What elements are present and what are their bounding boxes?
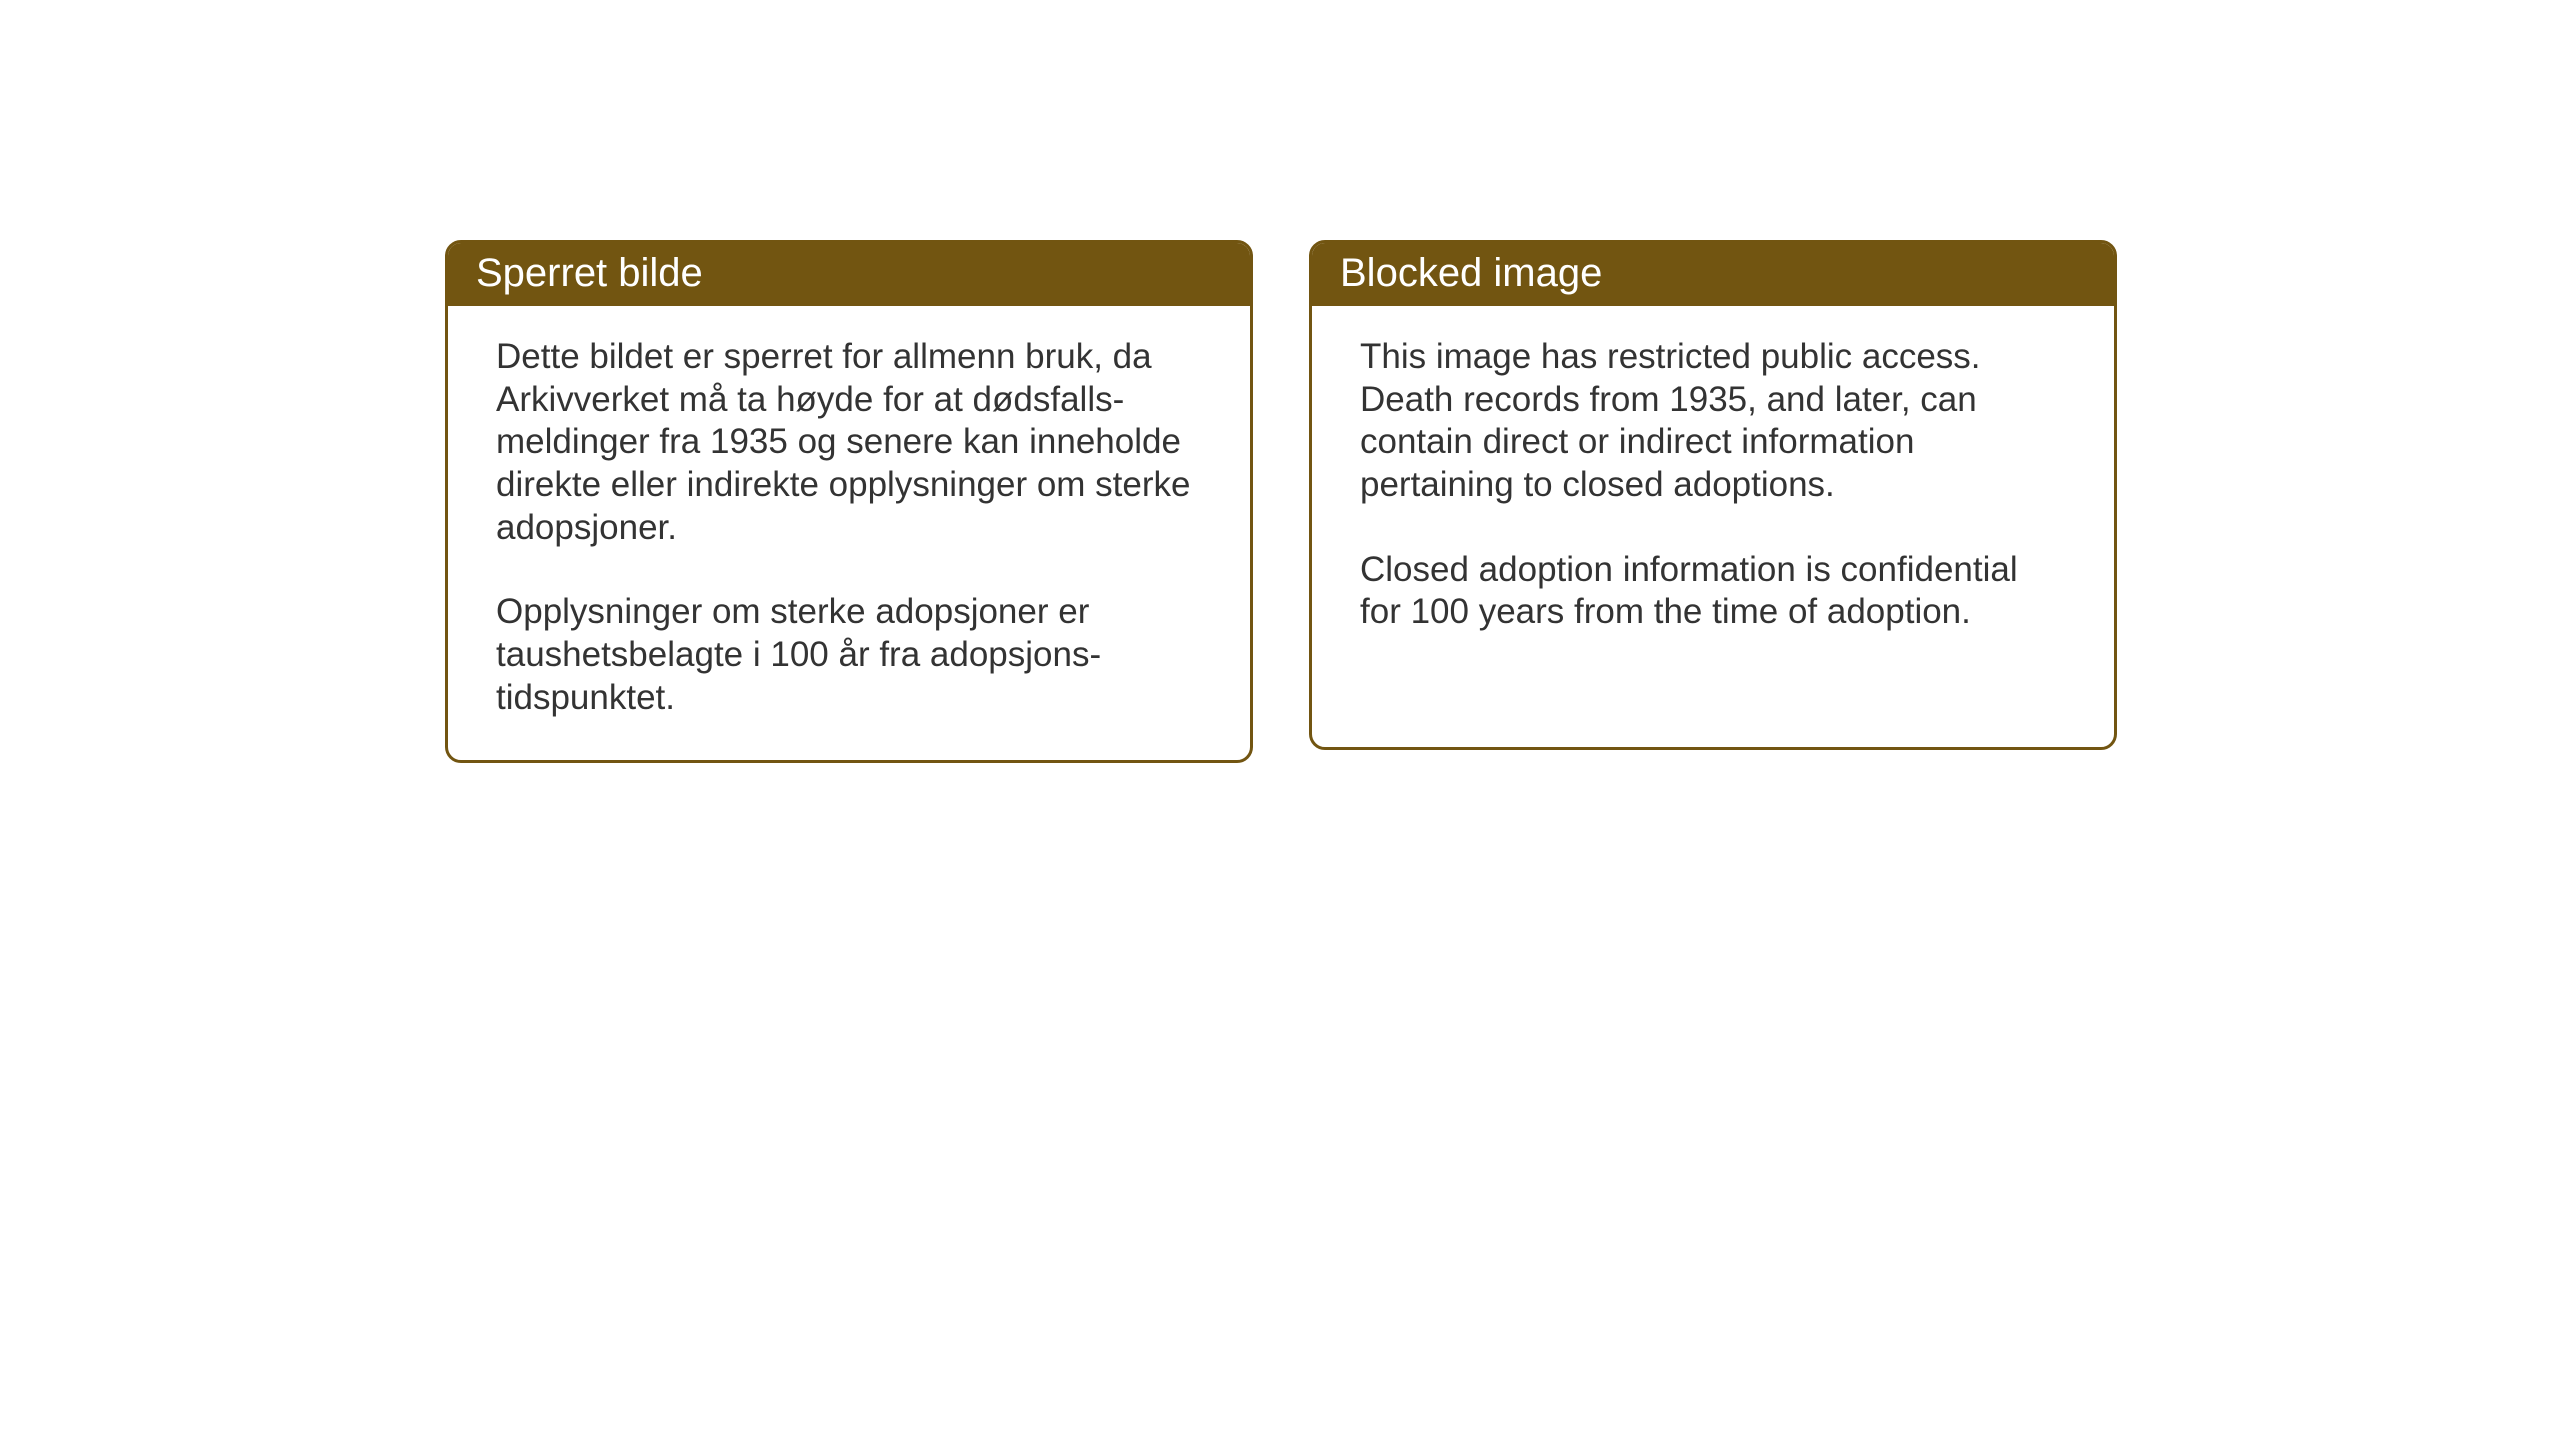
notice-title-norwegian: Sperret bilde bbox=[448, 243, 1250, 306]
notice-card-norwegian: Sperret bilde Dette bildet er sperret fo… bbox=[445, 240, 1253, 763]
notice-title-english: Blocked image bbox=[1312, 243, 2114, 306]
notice-body-norwegian: Dette bildet er sperret for allmenn bruk… bbox=[448, 306, 1250, 760]
notice-body-english: This image has restricted public access.… bbox=[1312, 306, 2114, 674]
notice-paragraph-1: This image has restricted public access.… bbox=[1360, 336, 2066, 507]
notice-paragraph-1: Dette bildet er sperret for allmenn bruk… bbox=[496, 336, 1202, 549]
notice-card-english: Blocked image This image has restricted … bbox=[1309, 240, 2117, 750]
notice-paragraph-2: Opplysninger om sterke adopsjoner er tau… bbox=[496, 591, 1202, 719]
notice-paragraph-2: Closed adoption information is confident… bbox=[1360, 549, 2066, 634]
notice-container: Sperret bilde Dette bildet er sperret fo… bbox=[445, 240, 2117, 763]
